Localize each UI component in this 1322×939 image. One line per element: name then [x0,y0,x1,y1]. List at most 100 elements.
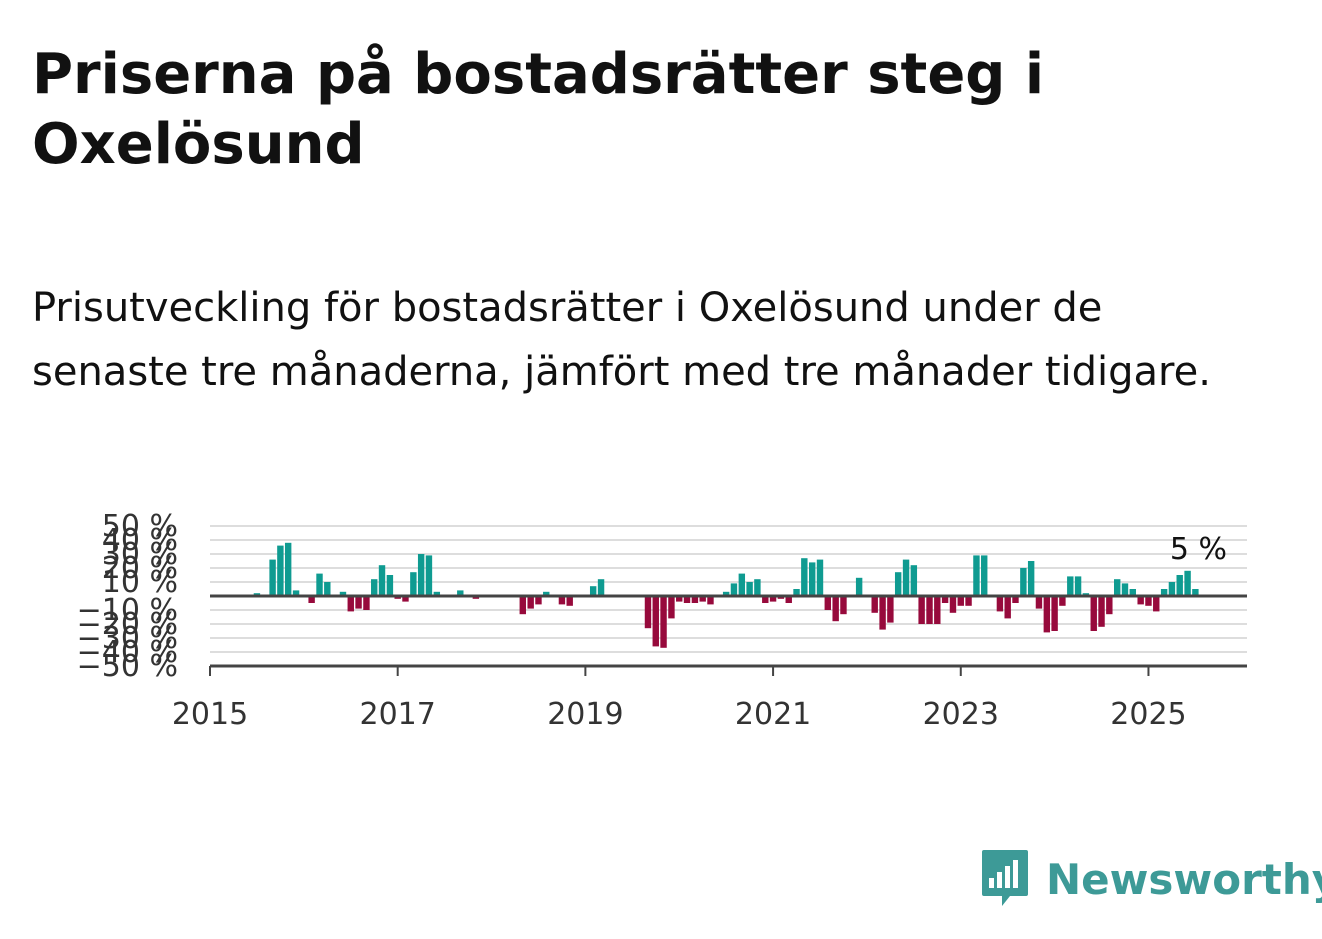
bar [746,582,753,596]
bar [769,596,777,602]
bar [269,559,276,596]
bar [730,583,738,596]
bar [683,596,691,603]
y-tick-label: −20 % [77,607,178,642]
bar [676,596,683,602]
bar [871,596,878,613]
bar [824,596,831,610]
y-tick-label: 50 % [102,509,178,544]
bar [1074,576,1082,596]
bar [457,590,464,596]
bar [816,559,824,596]
bar [589,586,597,596]
bar [324,582,331,596]
y-tick-label: 20 % [102,551,178,586]
bar [1192,589,1199,596]
x-tick-label: 2023 [923,697,999,732]
bar [762,596,769,603]
bar [378,565,386,596]
bar [855,577,863,596]
bar [1051,596,1058,631]
bar [801,558,808,596]
bar [292,590,300,596]
bar [660,596,667,648]
bar [425,555,433,596]
bar [699,596,706,602]
bar [738,573,746,596]
bar-chart: −50 %−40 %−30 %−20 %−10 %10 %20 %30 %40 … [77,509,1247,732]
bar [957,596,964,606]
bar [832,596,839,622]
bar [284,542,292,596]
bar [308,596,315,603]
bar [809,562,816,596]
bar [981,555,988,596]
y-tick-label: −50 % [77,649,178,684]
bar [879,596,886,630]
bar [1160,589,1168,596]
bar [910,565,918,596]
bar [1004,596,1011,619]
bar [339,591,347,596]
bar [754,579,761,596]
bar [973,555,980,596]
bar [410,572,417,596]
axes [210,594,1247,668]
bar [558,596,566,605]
bar [527,596,534,609]
bar [277,545,284,596]
x-tick-labels: 2015 2017 2019 2021 2023 2025 [172,666,1187,732]
brand-name: Newsworthy [1046,854,1322,904]
bar [949,596,957,613]
bar [652,596,659,647]
bar [840,596,847,615]
bar [1043,596,1051,633]
y-tick-label: 40 % [102,523,178,558]
bar [644,596,652,629]
x-tick-label: 2025 [1110,697,1186,732]
bar [355,596,362,609]
bar [1027,561,1035,596]
bar [371,579,378,596]
bar [934,596,941,624]
bar [707,596,714,605]
bar [1012,596,1019,603]
bar [902,559,910,596]
chart-title: Priserna på bostadsrätter steg i Oxelösu… [32,42,1045,177]
bar [433,591,441,596]
bar [894,572,902,596]
bar [347,596,354,612]
bar [1176,575,1183,596]
y-tick-label: −40 % [77,635,178,670]
x-tick-label: 2021 [735,697,811,732]
bar [1145,596,1152,606]
bar [941,596,949,603]
y-tick-label: 30 % [102,537,178,572]
bar [1121,583,1129,596]
bar [543,591,550,596]
bar [535,596,542,605]
bar [1129,589,1136,596]
bar [965,596,972,606]
bar [722,591,730,596]
latest-value-label: 5 % [1170,532,1227,567]
bar [519,596,526,615]
y-tick-label: −30 % [77,621,178,656]
bar [1098,596,1105,627]
bar [566,596,573,606]
bar [1106,596,1113,615]
bar [316,573,323,596]
bars [253,542,1199,648]
newsworthy-logo-icon [982,850,1028,906]
bar [1114,579,1121,596]
bar [668,596,675,619]
newsworthy-logo: Newsworthy [980,848,1322,910]
bar [793,589,800,596]
bar [1020,568,1027,596]
bar [918,596,925,624]
x-tick-label: 2017 [360,697,436,732]
bar [785,596,792,603]
chart-subtitle: Prisutveckling för bostadsrätter i Oxelö… [32,285,1211,395]
bar [1153,596,1160,612]
bar [417,554,425,596]
